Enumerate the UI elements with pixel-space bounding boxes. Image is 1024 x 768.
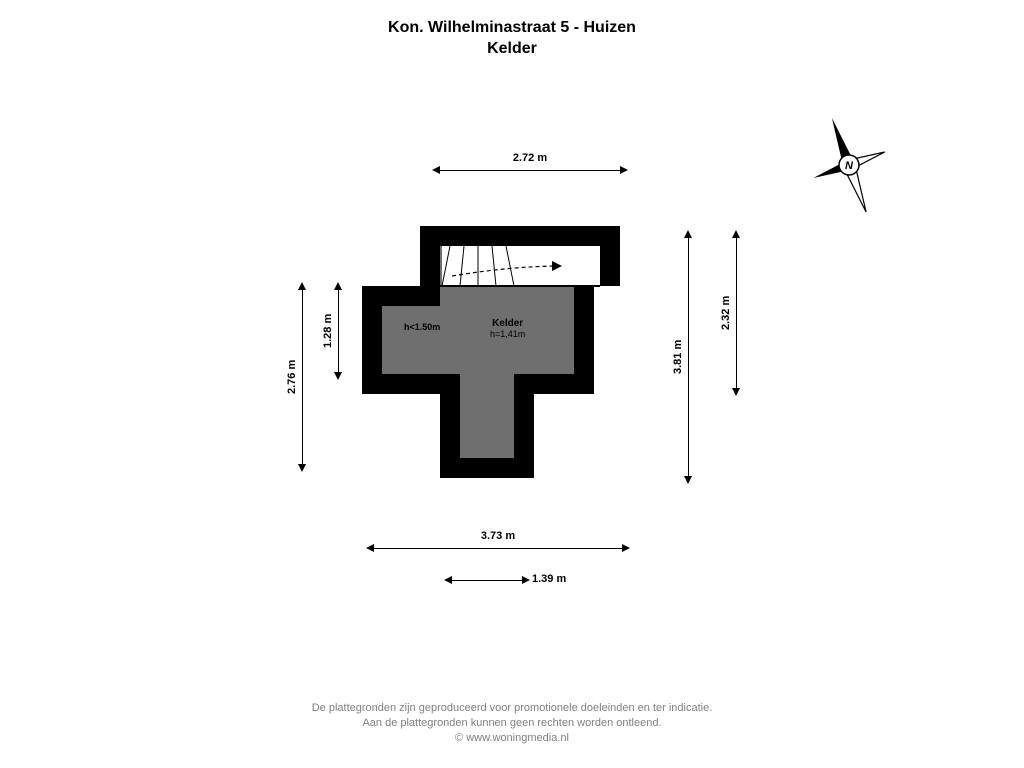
dim-right-outer-label: 3.81 m — [672, 238, 684, 476]
page-title: Kon. Wilhelminastraat 5 - Huizen Kelder — [0, 18, 1024, 60]
footer: De plattegronden zijn geproduceerd voor … — [0, 701, 1024, 746]
stairwell-area — [442, 246, 600, 286]
title-line1: Kon. Wilhelminastraat 5 - Huizen — [388, 19, 636, 36]
dim-top-label: 2.72 m — [440, 152, 620, 164]
footer-line2: Aan de plattegronden kunnen geen rechten… — [0, 716, 1024, 731]
footer-line1: De plattegronden zijn geproduceerd voor … — [0, 701, 1024, 716]
dim-left-inner-label: 1.28 m — [322, 290, 334, 372]
dim-bottom-inner-label: 1.39 m — [532, 573, 592, 585]
compass-icon: N — [794, 110, 904, 220]
dim-bottom-outer-label: 3.73 m — [374, 530, 622, 542]
room-height: h=1,41m — [490, 329, 525, 339]
dim-right-inner-label: 2.32 m — [720, 238, 732, 388]
low-ceiling-note: h<1.50m — [404, 322, 440, 332]
floorplan: Kelder h=1,41m h<1.50m — [362, 226, 642, 486]
compass-letter: N — [845, 160, 854, 172]
dim-left-outer-label: 2.76 m — [286, 290, 298, 464]
room-label: Kelder h=1,41m — [490, 318, 525, 339]
room-name: Kelder — [492, 318, 523, 329]
footer-line3: © www.woningmedia.nl — [0, 731, 1024, 746]
title-line2: Kelder — [0, 39, 1024, 60]
